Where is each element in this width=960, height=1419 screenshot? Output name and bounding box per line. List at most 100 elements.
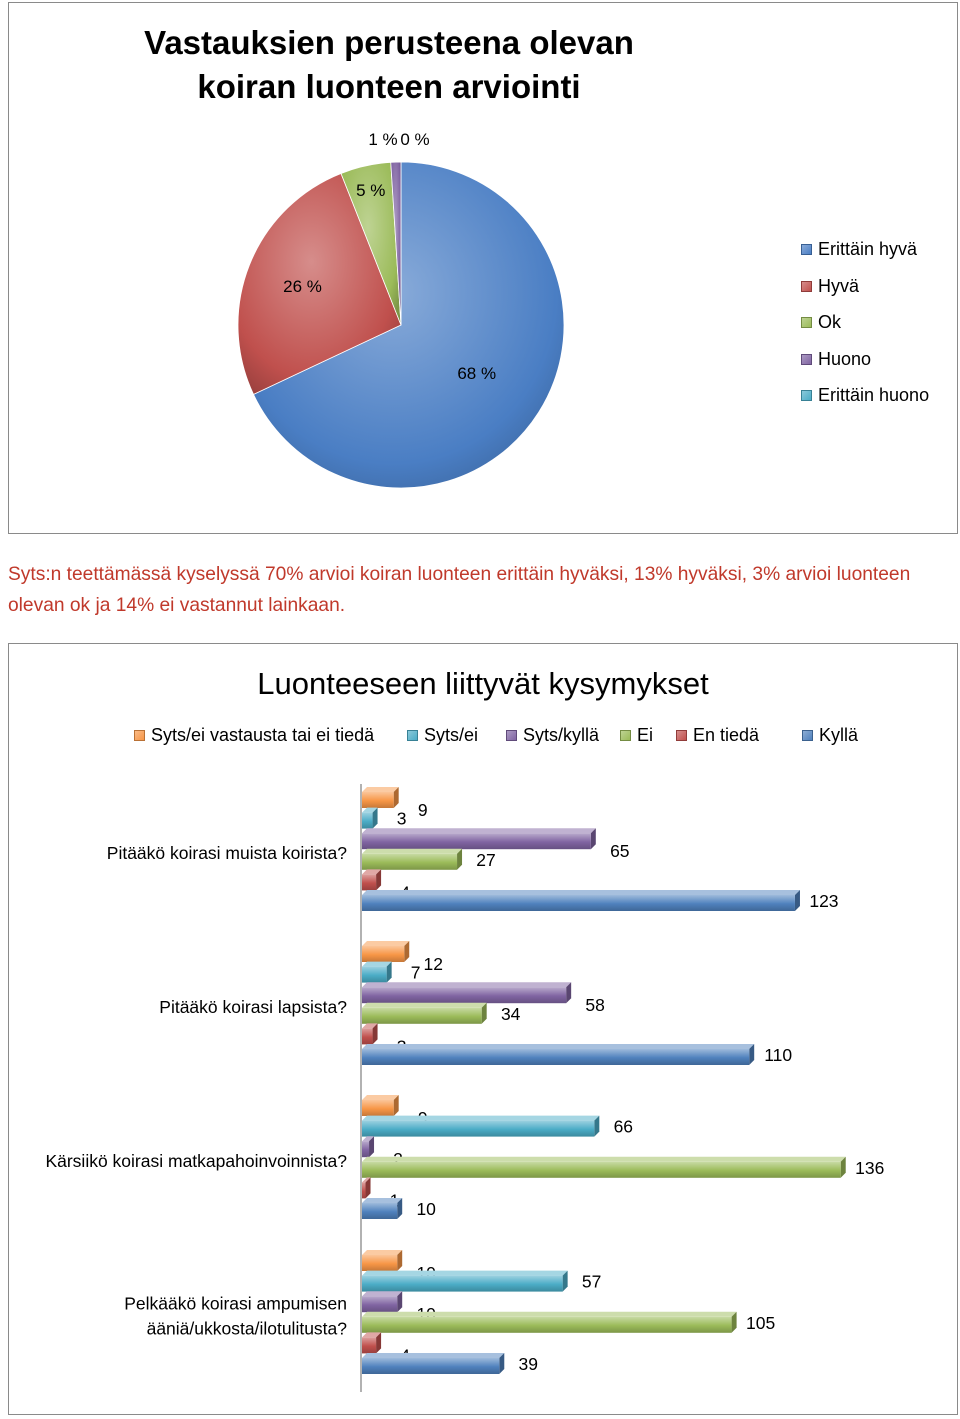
bar	[362, 1203, 398, 1219]
legend-swatch	[620, 730, 631, 741]
bar	[362, 1100, 394, 1116]
bar-top-face	[362, 848, 463, 854]
category-label: Pitääkö koirasi muista koirista?	[107, 843, 347, 863]
bar-side-face	[365, 1177, 371, 1199]
bar-top-face	[362, 828, 596, 834]
legend-swatch	[506, 730, 517, 741]
bar-side-face	[376, 1332, 382, 1354]
bar-side-face	[481, 1002, 487, 1024]
legend-swatch	[801, 280, 812, 292]
pie-label-2: 5 %	[356, 181, 385, 200]
bar-value-label: 123	[809, 891, 838, 911]
bar-top-face	[362, 807, 378, 813]
pie-slice-3	[390, 161, 402, 326]
legend-label: Syts/ei	[424, 725, 479, 745]
pie-label-4: 0 %	[400, 130, 429, 149]
legend-label: En tiedä	[693, 725, 760, 745]
bar-legend-item: Ei	[620, 724, 653, 746]
legend-label: Erittäin huono	[818, 385, 930, 405]
bar-value-label: 136	[855, 1158, 884, 1178]
bar	[362, 853, 458, 870]
legend-swatch	[802, 730, 813, 741]
bar-top-face	[362, 1332, 382, 1338]
bar-value-label: 27	[476, 850, 495, 870]
pie-legend-item: Erittäin huono	[801, 384, 929, 406]
bar-top-face	[362, 1198, 403, 1203]
bar-value-label: 105	[746, 1313, 775, 1333]
bar-top-face	[362, 1250, 403, 1255]
legend-label: Ei	[637, 725, 654, 745]
legend-swatch	[801, 353, 812, 365]
bar	[362, 895, 795, 911]
bar-value-label: 3	[397, 809, 407, 829]
bar-side-face	[404, 941, 410, 962]
bar-top-face	[362, 1002, 487, 1008]
bar-side-face	[499, 1353, 505, 1374]
bar	[362, 1358, 500, 1374]
bar-legend-item: Syts/kyllä	[506, 724, 599, 746]
legend-label: Kyllä	[819, 725, 859, 745]
bar-top-face	[362, 961, 392, 967]
bar-top-face	[362, 1115, 600, 1121]
bar	[362, 874, 377, 891]
bar-chart: Pitääkö koirasi muista koirista?93652741…	[45, 784, 884, 1392]
bar-value-label: 39	[519, 1354, 538, 1374]
pie-chart: 68 % 26 % 5 % 1 % 0 %	[237, 130, 565, 489]
category-label: Kärsiikö koirasi matkapahoinvoinnista?	[45, 1151, 347, 1171]
bar-value-label: 34	[501, 1004, 521, 1024]
pie-chart-title: Vastauksien perusteena olevan koiran luo…	[144, 24, 634, 105]
bar-top-face	[362, 1177, 371, 1183]
bar-value-label: 58	[585, 995, 604, 1015]
pie-legend-item: Huono	[801, 348, 871, 370]
category-label: ääniä/ukkosta/ilotulitusta?	[147, 1318, 348, 1338]
bar	[362, 792, 394, 808]
bar-side-face	[386, 961, 392, 983]
bar-top-face	[362, 1044, 755, 1049]
pie-label-1: 26 %	[283, 277, 322, 296]
legend-label: Syts/ei vastausta tai ei tiedä	[151, 725, 375, 745]
bar-value-label: 7	[411, 963, 421, 983]
bar-value-label: 57	[582, 1272, 601, 1292]
bar-top-face	[362, 1270, 568, 1276]
bar-top-face	[362, 1311, 737, 1317]
bar-value-label: 12	[424, 954, 443, 974]
legend-swatch	[134, 730, 145, 741]
bar-legend-item: Syts/ei	[407, 724, 478, 746]
bar-top-face	[362, 890, 800, 895]
bar	[362, 812, 373, 829]
bar-side-face	[794, 890, 800, 911]
bar-top-face	[362, 787, 399, 792]
bar	[362, 1007, 482, 1024]
bar-side-face	[840, 1156, 846, 1178]
bar-value-label: 9	[418, 800, 428, 820]
bar	[362, 1316, 732, 1333]
legend-swatch	[801, 244, 812, 255]
bar-top-face	[362, 982, 572, 988]
bar	[362, 1120, 595, 1137]
legend-label: Huono	[818, 348, 872, 369]
bar-top-face	[362, 941, 410, 946]
bar	[362, 1049, 750, 1065]
bar-side-face	[369, 1136, 375, 1158]
bar-legend-item: En tiedä	[676, 724, 759, 746]
bar	[362, 1161, 841, 1178]
bar-side-face	[376, 869, 382, 891]
bar	[362, 966, 387, 983]
pie-chart-panel: Vastauksien perusteena olevan koiran luo…	[8, 2, 958, 534]
bar-side-face	[457, 848, 463, 870]
bar-legend-item: Syts/ei vastausta tai ei tiedä	[134, 724, 374, 746]
bar-side-face	[397, 1198, 403, 1219]
bar	[362, 1275, 563, 1292]
bar-value-label: 65	[610, 841, 629, 861]
bar-top-face	[362, 1023, 378, 1029]
pie-slice-1	[237, 172, 402, 395]
bar	[362, 1296, 398, 1313]
bar-side-face	[562, 1270, 568, 1292]
survey-note: Syts:n teettämässä kyselyssä 70% arvioi …	[8, 564, 911, 616]
bar-top-face	[362, 1156, 846, 1162]
legend-label: Syts/kyllä	[523, 725, 600, 745]
bar	[362, 987, 567, 1004]
bar-top-face	[362, 1291, 403, 1297]
bar-chart-title: Luonteeseen liittyvät kysymykset	[257, 666, 709, 701]
bar	[362, 833, 591, 850]
